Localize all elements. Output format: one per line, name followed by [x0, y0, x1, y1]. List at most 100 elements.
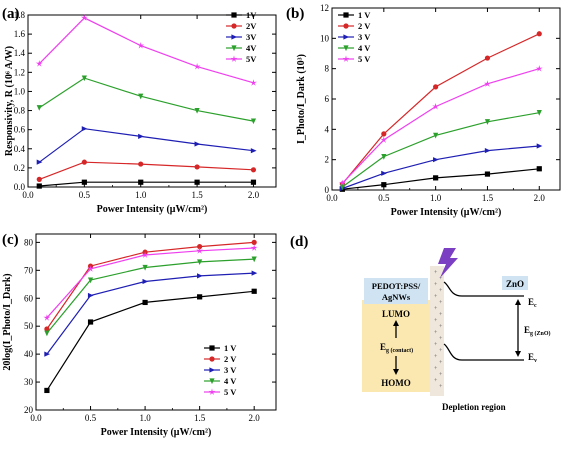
series-line	[342, 112, 540, 188]
eg-zno-label: Eg (ZnO)	[524, 325, 551, 337]
legend-marker	[209, 378, 215, 385]
data-point	[36, 183, 42, 189]
data-point	[44, 330, 50, 337]
y-tick-label: 8	[325, 64, 330, 74]
data-point	[536, 166, 542, 172]
plus-sign: +	[439, 384, 443, 390]
legend-marker	[343, 34, 350, 40]
y-tick-label: 20	[24, 405, 34, 415]
series-2v	[36, 159, 257, 182]
conduction-band	[443, 281, 524, 297]
legend-entry: 3V	[246, 32, 257, 42]
eg-contact-label: Eg (contact)	[380, 342, 413, 354]
pedot-label-line2: AgNWs	[382, 292, 411, 302]
lumo-label: LUMO	[382, 309, 410, 319]
eg-zno-arrowhead-up	[515, 299, 521, 305]
legend-entry: 5 V	[224, 387, 237, 397]
data-point	[196, 247, 204, 254]
data-point	[339, 184, 345, 191]
y-tick-label: 70	[24, 265, 34, 275]
chart-a: (a) 0.0 0.5 1.0 1.5 2.0 0.0 0.2 0.4 0.6 0.8 1.0 1.2 1…	[2, 6, 277, 215]
data-point	[43, 314, 51, 321]
data-point	[81, 159, 87, 165]
data-point	[432, 103, 440, 110]
data-point	[250, 79, 257, 86]
data-point	[250, 179, 257, 185]
y-tick-label: 4	[325, 124, 330, 134]
x-tick-label: 0.0	[22, 190, 34, 200]
series-1v	[36, 179, 257, 189]
series-3v	[36, 126, 257, 165]
data-point	[141, 251, 149, 258]
y-tick-label: 10	[320, 33, 330, 43]
data-point	[250, 118, 257, 125]
x-axis-title: Power Intensity (μW/cm²)	[97, 204, 208, 215]
chart-b: (b) 0.0 0.5 1.0 1.5 2.0 0 2 4 6 8 10 12 Power Intensi…	[286, 3, 561, 218]
series-3v	[44, 270, 258, 357]
series-5v	[338, 65, 543, 187]
series-5v	[35, 14, 257, 86]
y-tick-label: 12	[320, 3, 329, 13]
depletion-label: Depletion region	[442, 402, 506, 412]
legend-marker	[231, 45, 237, 52]
data-point	[36, 176, 42, 182]
data-point	[81, 126, 88, 132]
x-tick-label: 0.0	[30, 413, 42, 423]
data-point	[484, 55, 491, 61]
data-point	[44, 387, 50, 394]
legend-marker	[343, 12, 349, 18]
plus-sign: +	[439, 336, 443, 342]
legend-entry: 2 V	[224, 354, 237, 364]
y-tick-label: 0.6	[14, 125, 26, 135]
plus-sign: +	[439, 360, 443, 366]
y-axis-title: Responsivity, R (10⁶ A/W)	[4, 46, 15, 156]
data-point	[142, 264, 148, 271]
legend-marker	[231, 12, 237, 18]
eg-contact-arrowhead-up	[393, 320, 399, 326]
plus-sign: +	[439, 348, 443, 354]
data-point	[381, 182, 387, 188]
legend-entry: 2 V	[358, 21, 371, 31]
ev-label: Ev	[528, 352, 537, 364]
data-point	[194, 164, 200, 170]
data-point	[142, 278, 149, 285]
y-tick-label: 60	[24, 293, 34, 303]
plus-sign: +	[434, 282, 438, 288]
legend-marker	[342, 55, 350, 62]
data-point	[338, 179, 346, 187]
data-point	[536, 31, 542, 37]
legend-marker	[209, 356, 215, 362]
data-point	[250, 244, 258, 251]
data-point	[80, 14, 88, 21]
series-line	[38, 17, 254, 84]
y-tick-label: 0.0	[14, 182, 26, 192]
plus-sign: +	[439, 372, 443, 378]
data-point	[251, 270, 258, 276]
plus-sign: +	[439, 288, 443, 294]
y-tick-label: 40	[24, 349, 34, 359]
plus-sign: +	[434, 330, 438, 336]
panel-label-d: (d)	[290, 234, 308, 250]
y-tick-label: 1.0	[14, 86, 26, 96]
data-point	[44, 351, 51, 357]
legend-entry: 4V	[246, 43, 257, 53]
depletion-region	[430, 266, 444, 396]
data-point	[380, 136, 388, 143]
y-tick-label: 1.2	[14, 67, 25, 77]
band-diagram: (d) PEDOT:PSS/ AgNWs LUMO HOMO Eg (conta…	[290, 234, 551, 412]
y-tick-label: 1.8	[14, 10, 26, 20]
series-line	[39, 181, 254, 187]
data-point	[433, 157, 439, 163]
y-tick-label: 30	[24, 377, 34, 387]
legend-marker	[230, 55, 238, 62]
series-1v	[44, 288, 257, 394]
series-line	[39, 161, 254, 180]
plus-sign: +	[439, 300, 443, 306]
y-tick-label: 0.4	[14, 144, 26, 154]
series-line	[46, 247, 255, 319]
plus-sign: +	[434, 318, 438, 324]
data-point	[87, 319, 94, 325]
legend-marker	[343, 23, 349, 29]
legend-marker	[231, 23, 237, 29]
data-point	[44, 326, 50, 332]
